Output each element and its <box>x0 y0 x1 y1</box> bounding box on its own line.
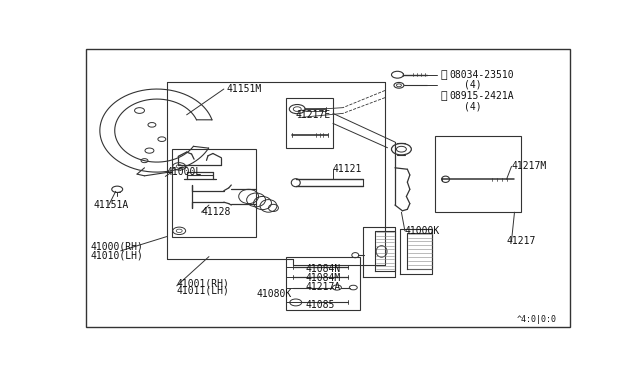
Text: 41001(RH): 41001(RH) <box>177 279 230 289</box>
Text: ^4:0|0:0: ^4:0|0:0 <box>516 315 557 324</box>
Text: 41084M: 41084M <box>306 273 341 283</box>
Text: 41217E: 41217E <box>296 110 331 120</box>
Text: 08915-2421A: 08915-2421A <box>449 91 514 101</box>
Text: (4): (4) <box>465 80 482 90</box>
Text: 41000L: 41000L <box>167 167 202 177</box>
Text: 41151A: 41151A <box>94 200 129 210</box>
Text: 41000K: 41000K <box>405 226 440 236</box>
Text: 41217A: 41217A <box>306 282 341 292</box>
Text: 41080K: 41080K <box>256 289 291 299</box>
Bar <box>172 149 256 237</box>
Text: 41217M: 41217M <box>511 161 547 171</box>
Text: Ⓦ: Ⓦ <box>440 91 447 101</box>
Text: 41010(LH): 41010(LH) <box>91 250 144 260</box>
Text: 41084N: 41084N <box>306 264 341 275</box>
Bar <box>435 136 522 212</box>
Bar <box>286 257 360 311</box>
Text: 41000(RH): 41000(RH) <box>91 241 144 251</box>
Text: 41151M: 41151M <box>227 84 262 94</box>
Text: 08034-23510: 08034-23510 <box>449 70 514 80</box>
Text: 41217: 41217 <box>507 236 536 246</box>
Text: (4): (4) <box>465 101 482 111</box>
Text: 41121: 41121 <box>333 164 362 174</box>
Text: 41128: 41128 <box>202 207 231 217</box>
Bar <box>286 97 333 148</box>
Text: 41011(LH): 41011(LH) <box>177 286 230 296</box>
Text: 41085: 41085 <box>306 300 335 310</box>
Text: Ⓑ: Ⓑ <box>440 70 447 80</box>
